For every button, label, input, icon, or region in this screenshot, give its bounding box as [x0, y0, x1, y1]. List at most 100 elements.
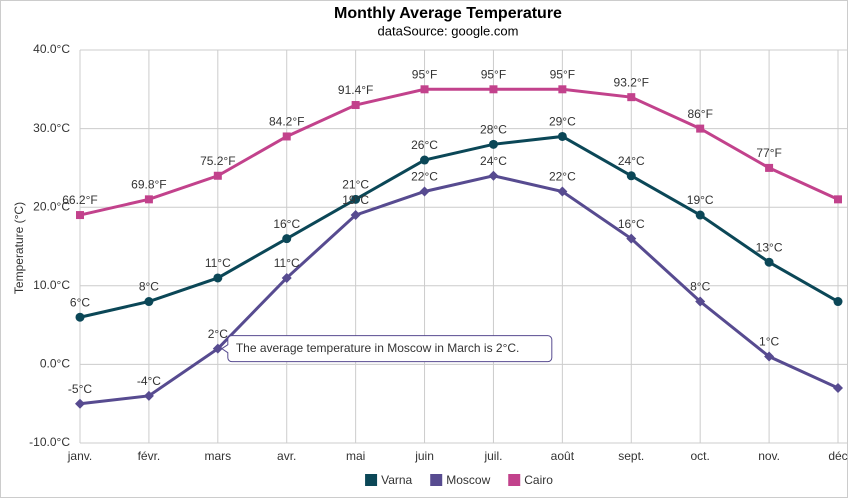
data-label: 6°C — [70, 295, 90, 309]
data-label: 11°C — [205, 256, 231, 270]
data-label: 22°C — [411, 170, 438, 184]
y-tick-label: 30.0°C — [33, 121, 70, 135]
y-axis-title: Temperature (°C) — [12, 202, 26, 294]
data-label: 26°C — [411, 138, 438, 152]
tooltip-text: The average temperature in Moscow in Mar… — [236, 341, 520, 355]
data-label: 95°F — [412, 67, 437, 81]
data-label: 77°F — [756, 146, 781, 160]
data-label: 84.2°F — [269, 115, 304, 129]
point — [76, 211, 84, 220]
point — [212, 343, 223, 354]
x-tick-label: mai — [346, 449, 365, 463]
point — [627, 93, 636, 102]
point — [351, 101, 360, 110]
point — [834, 195, 842, 204]
data-label: 22°C — [549, 170, 576, 184]
data-label: 11°C — [274, 256, 300, 270]
legend-label: Varna — [381, 473, 412, 487]
point — [420, 85, 429, 94]
data-label: 24°C — [618, 154, 645, 168]
point — [350, 210, 361, 221]
point — [213, 273, 223, 283]
tooltip-box — [220, 335, 553, 363]
y-tick-label: 20.0°C — [33, 199, 70, 213]
data-label: 21°C — [342, 178, 369, 192]
x-tick-label: nov. — [758, 449, 780, 463]
data-label: 19°C — [687, 193, 714, 207]
legend-label: Cairo — [524, 473, 553, 487]
point — [488, 139, 498, 149]
data-label: 29°C — [549, 115, 576, 129]
data-label: 91.4°F — [338, 83, 373, 97]
point — [696, 124, 705, 133]
data-label: 1°C — [759, 335, 779, 349]
x-tick-label: févr. — [138, 449, 161, 463]
x-tick-label: avr. — [277, 449, 296, 463]
data-label: 24°C — [480, 154, 507, 168]
x-tick-label: juin — [414, 449, 434, 463]
y-tick-label: 0.0°C — [40, 357, 70, 371]
point — [626, 171, 636, 181]
data-label: 86°F — [687, 107, 712, 121]
data-label: 8°C — [690, 280, 710, 294]
series-line — [79, 174, 839, 406]
data-label: 28°C — [480, 122, 507, 136]
point — [833, 382, 843, 393]
data-label: 2°C — [208, 327, 228, 341]
point — [282, 234, 292, 244]
series-line — [79, 134, 839, 319]
data-label: 8°C — [139, 280, 159, 294]
legend-label: Moscow — [446, 473, 490, 487]
x-tick-label: déc — [828, 449, 847, 463]
x-tick-label: août — [551, 449, 575, 463]
point — [144, 195, 153, 204]
point — [626, 233, 637, 244]
legend-swatch — [365, 474, 378, 486]
point — [282, 132, 291, 141]
x-tick-label: oct. — [691, 449, 710, 463]
point — [557, 186, 568, 197]
data-label: 13°C — [756, 240, 783, 254]
x-tick-label: janv. — [67, 449, 92, 463]
point — [75, 398, 85, 409]
data-label: -5°C — [68, 382, 92, 396]
point — [695, 210, 705, 220]
series-line — [79, 87, 839, 217]
legend-swatch — [508, 474, 521, 486]
point — [281, 272, 292, 283]
x-tick-label: sept. — [618, 449, 644, 463]
point — [764, 257, 774, 267]
data-label: -4°C — [137, 374, 161, 388]
point — [558, 85, 567, 94]
chart-subtitle: dataSource: google.com — [378, 23, 519, 38]
data-label: 19°C — [342, 193, 369, 207]
point — [488, 170, 499, 181]
x-tick-label: mars — [204, 449, 231, 463]
data-label: 95°F — [550, 67, 575, 81]
point — [764, 351, 775, 362]
data-label: 69.8°F — [131, 178, 166, 192]
x-tick-label: juil. — [483, 449, 502, 463]
point — [351, 194, 361, 204]
data-label: 93.2°F — [614, 75, 649, 89]
legend: Varna Moscow Cairo — [365, 473, 553, 487]
point — [144, 297, 154, 307]
y-tick-label: 10.0°C — [33, 278, 70, 292]
point — [213, 171, 222, 180]
data-label: 66.2°F — [62, 193, 97, 207]
legend-swatch — [430, 474, 443, 486]
point — [419, 186, 430, 197]
data-label: 16°C — [618, 217, 645, 231]
point — [833, 297, 843, 307]
y-tick-label: 40.0°C — [33, 42, 70, 56]
point — [557, 131, 567, 141]
chart-title: Monthly Average Temperature — [334, 5, 562, 22]
data-label: 75.2°F — [200, 154, 235, 168]
data-label: 95°F — [481, 67, 506, 81]
data-label: 16°C — [273, 217, 300, 231]
point — [489, 85, 498, 94]
point — [75, 312, 85, 322]
